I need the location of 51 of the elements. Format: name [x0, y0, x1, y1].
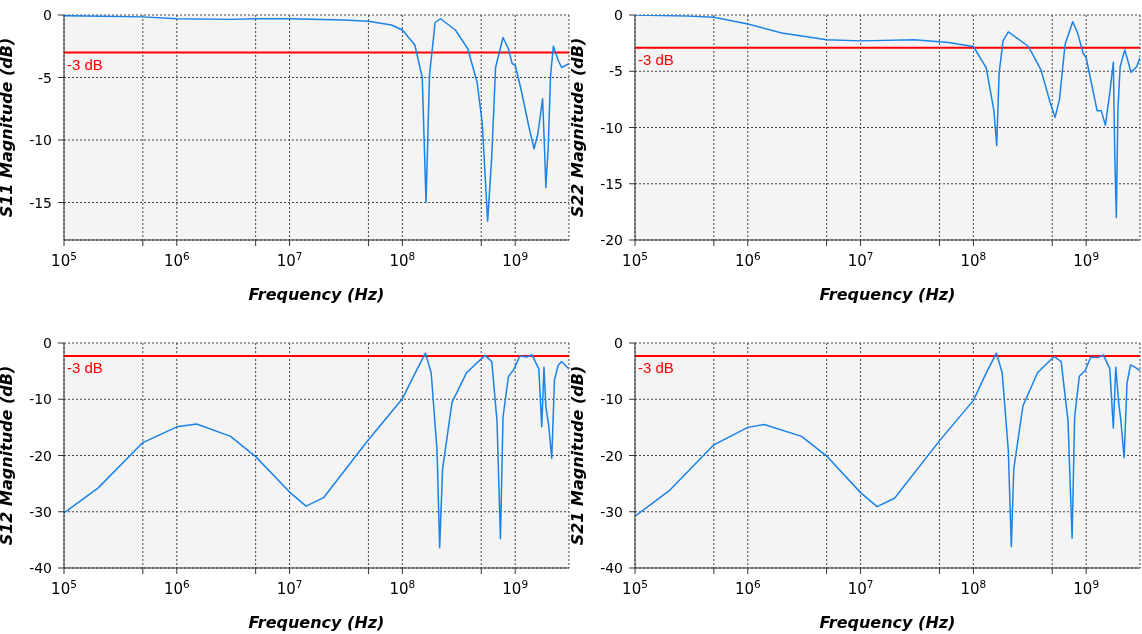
x-tick-label: 10$^{9}$: [1073, 250, 1100, 270]
x-tick-label: 10$^{8}$: [960, 250, 987, 270]
y-tick-label: 0: [43, 335, 52, 351]
x-tick-label: 10$^{7}$: [276, 250, 303, 270]
y-tick-label: 0: [614, 7, 623, 23]
y-tick-label: -15: [29, 194, 52, 211]
x-tick-label: 10$^{6}$: [734, 578, 761, 598]
ref-line-label: -3 dB: [638, 50, 674, 68]
x-tick-label: 10$^{7}$: [847, 578, 874, 598]
y-tick-label: -30: [600, 503, 623, 520]
y-tick-label: -20: [600, 447, 623, 464]
y-tick-label: -20: [29, 447, 52, 464]
y-tick-label: -20: [600, 232, 623, 248]
x-tick-label: 10$^{7}$: [276, 578, 303, 598]
ref-line-label: -3 dB: [67, 55, 103, 73]
y-tick-label: -5: [38, 69, 52, 86]
x-tick-label: 10$^{9}$: [502, 250, 529, 270]
x-tick-label: 10$^{8}$: [960, 578, 987, 598]
x-tick-label: 10$^{6}$: [734, 250, 761, 270]
y-axis-title: S12 Magnitude (dB): [0, 365, 16, 546]
x-axis-title: Frequency (Hz): [819, 285, 956, 304]
y-tick-label: -40: [600, 560, 623, 576]
y-tick-label: 0: [43, 7, 52, 23]
ref-line-label: -3 dB: [67, 358, 103, 376]
y-tick-label: -10: [29, 132, 52, 148]
y-tick-label: -5: [609, 63, 623, 80]
y-tick-label: -15: [600, 175, 623, 192]
y-tick-label: -40: [29, 560, 52, 576]
x-tick-label: 10$^{9}$: [1073, 578, 1100, 598]
x-tick-label: 10$^{6}$: [163, 578, 190, 598]
ref-line-label: -3 dB: [638, 358, 674, 376]
y-tick-label: -30: [29, 503, 52, 520]
x-tick-label: 10$^{5}$: [622, 578, 648, 598]
x-tick-label: 10$^{8}$: [389, 250, 416, 270]
x-axis-title: Frequency (Hz): [248, 285, 385, 304]
y-tick-label: 0: [614, 335, 623, 351]
y-tick-label: -10: [29, 391, 52, 408]
y-axis-title: S21 Magnitude (dB): [567, 365, 587, 546]
x-tick-label: 10$^{8}$: [389, 578, 416, 598]
y-tick-label: -10: [600, 119, 623, 136]
x-tick-label: 10$^{7}$: [847, 250, 874, 270]
y-axis-title: S22 Magnitude (dB): [567, 37, 587, 218]
x-tick-label: 10$^{9}$: [502, 578, 529, 598]
y-tick-label: -10: [600, 391, 623, 408]
x-axis-title: Frequency (Hz): [819, 613, 956, 632]
x-tick-label: 10$^{5}$: [51, 250, 77, 270]
x-axis-title: Frequency (Hz): [248, 613, 385, 632]
y-axis-title: S11 Magnitude (dB): [0, 37, 16, 218]
x-tick-label: 10$^{6}$: [163, 250, 190, 270]
x-tick-label: 10$^{5}$: [622, 250, 648, 270]
x-tick-label: 10$^{5}$: [51, 578, 77, 598]
